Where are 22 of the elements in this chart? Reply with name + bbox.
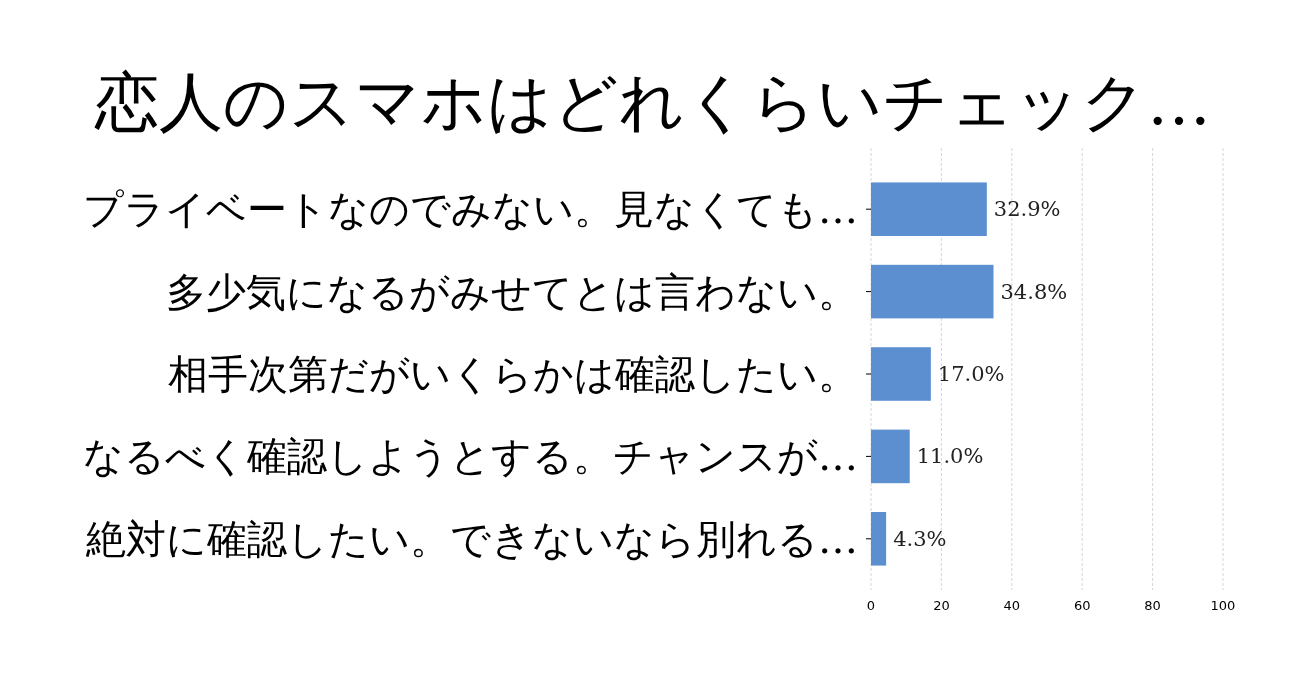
y-tick-label: 絶対に確認したい。できないなら別れる… [85,515,858,562]
x-tick-label: 20 [933,598,950,613]
bar [871,429,910,484]
x-tick-label: 40 [1003,598,1021,613]
bar [871,512,887,566]
chart-title: 恋人のスマホはどれくらいチェック… [94,65,1211,139]
data-label: 32.9% [993,197,1061,222]
bar [871,182,987,236]
y-tick-label: なるべく確認しようとする。チャンスが… [83,433,858,480]
x-tick-label: 60 [1073,598,1091,613]
data-label: 17.0% [937,362,1005,386]
bar [871,347,931,401]
y-tick-label: 相手次第だがいくらかは確認したい。 [168,351,858,397]
x-tick-label: 80 [1144,598,1161,613]
x-tick-label: 100 [1210,598,1236,613]
bar [871,264,994,319]
x-tick-label: 0 [866,598,876,613]
data-label: 34.8% [1000,279,1068,304]
data-label: 4.3% [893,526,947,551]
y-tick-label: プライベートなのでみない。見なくても… [83,186,858,233]
data-label: 11.0% [916,444,984,469]
y-tick-label: 多少気になるがみせてとは言わない。 [166,268,858,315]
